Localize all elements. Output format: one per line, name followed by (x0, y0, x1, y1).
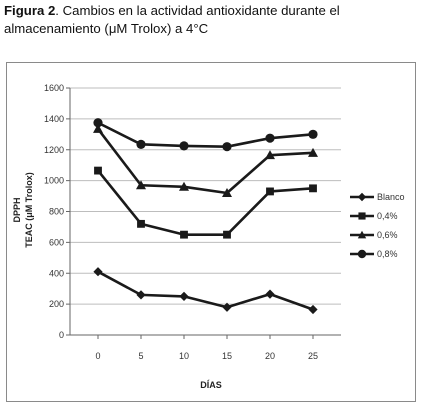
legend-item: 0,8% (350, 249, 398, 259)
gridlines (70, 87, 341, 305)
data-point (179, 181, 189, 191)
data-point (136, 180, 146, 190)
y-tick-label: 1200 (44, 145, 64, 155)
series-0,6% (93, 123, 318, 197)
data-point (223, 230, 231, 239)
data-point (308, 147, 318, 157)
x-tick-label: 25 (308, 351, 318, 361)
y-axis-title-line1: DPPH (12, 197, 22, 222)
data-point (265, 133, 275, 143)
data-point (309, 184, 317, 193)
x-tick-label: 15 (222, 351, 232, 361)
data-point (137, 219, 145, 228)
data-point (222, 187, 232, 197)
x-axis-title: DÍAS (200, 380, 222, 390)
data-point (94, 166, 102, 175)
series-line (97, 270, 314, 311)
series-line (96, 128, 314, 195)
x-tick-label: 0 (95, 351, 100, 361)
figure-caption-text: . Cambios en la actividad antioxidante d… (4, 3, 340, 36)
legend-marker-triangle (357, 230, 367, 239)
y-tick-label: 400 (49, 268, 64, 278)
y-tick-label: 800 (49, 207, 64, 217)
series-0,8% (93, 118, 318, 152)
legend-item: 0,4% (350, 211, 398, 221)
legend-marker-diamond (357, 192, 367, 202)
figure-number: Figura 2 (4, 3, 56, 18)
legend-marker-circle (357, 249, 367, 259)
figure-caption: Figura 2. Cambios en la actividad antiox… (4, 2, 416, 38)
data-point (179, 141, 189, 151)
y-tick-label: 0 (59, 330, 64, 340)
x-tick-label: 10 (179, 351, 189, 361)
data-point (222, 142, 232, 152)
legend-label: Blanco (377, 192, 405, 202)
data-point (93, 123, 103, 133)
data-point (308, 304, 318, 315)
y-tick-label: 1600 (44, 83, 64, 93)
series-Blanco (93, 267, 318, 315)
y-tick-label: 600 (49, 237, 64, 247)
y-tick-label: 1400 (44, 114, 64, 124)
legend-label: 0,4% (377, 211, 398, 221)
legend-item: 0,6% (350, 230, 398, 240)
chart-frame (6, 62, 416, 402)
legend-item: Blanco (350, 192, 405, 202)
series-group (93, 118, 318, 315)
data-point (93, 267, 103, 277)
data-point (265, 150, 275, 160)
x-tick-label: 5 (138, 351, 143, 361)
legend-label: 0,6% (377, 230, 398, 240)
data-point (222, 302, 232, 312)
y-tick-label: 200 (49, 299, 64, 309)
data-point (266, 187, 274, 196)
legend: Blanco 0,4% 0,6% 0,8% (350, 192, 405, 259)
y-axis-title-line2: TEAC (μM Trolox) (24, 172, 34, 248)
data-point (308, 129, 318, 139)
series-line (96, 169, 314, 236)
data-point (93, 118, 103, 128)
y-tick-label: 1000 (44, 176, 64, 186)
data-point (179, 291, 189, 302)
axes: 0 200 400 600 800 1000 1200 1400 1600 0 5 10 15 20 25 (44, 83, 341, 361)
series-line (97, 121, 314, 148)
data-point (136, 290, 146, 300)
legend-marker-square (358, 212, 366, 220)
data-point (180, 230, 188, 239)
data-point (265, 289, 275, 299)
legend-label: 0,8% (377, 249, 398, 259)
data-point (136, 139, 146, 149)
series-0,4% (94, 166, 317, 239)
x-tick-label: 20 (265, 351, 275, 361)
